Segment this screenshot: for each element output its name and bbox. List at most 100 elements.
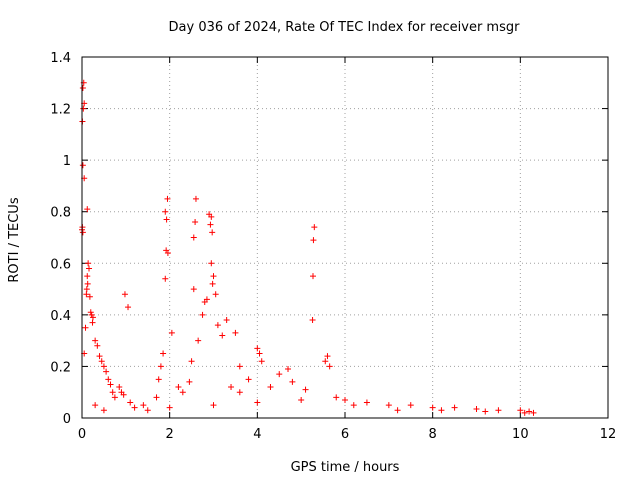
data-point <box>310 273 317 280</box>
y-tick-label: 0.4 <box>50 309 71 324</box>
data-point <box>192 219 199 226</box>
data-point <box>94 342 101 349</box>
data-point <box>219 332 226 339</box>
data-point <box>311 224 318 231</box>
data-point <box>530 409 537 416</box>
data-point <box>326 363 333 370</box>
data-point <box>144 407 151 414</box>
x-tick-label: 4 <box>253 427 261 442</box>
data-point <box>210 402 217 409</box>
data-point <box>195 337 202 344</box>
data-point <box>89 314 96 321</box>
data-point <box>120 391 127 398</box>
y-tick-label: 0.2 <box>50 360 71 375</box>
data-point <box>98 358 105 365</box>
data-point <box>322 358 329 365</box>
data-point <box>451 404 458 411</box>
data-point <box>79 229 86 236</box>
data-point <box>438 407 445 414</box>
data-point <box>140 402 147 409</box>
data-point <box>190 234 197 241</box>
data-point <box>482 408 489 415</box>
data-point <box>166 404 173 411</box>
data-point <box>517 407 524 414</box>
data-point <box>212 291 219 298</box>
data-point <box>526 408 533 415</box>
data-point <box>96 353 103 360</box>
data-point <box>86 293 93 300</box>
data-point <box>116 384 123 391</box>
y-tick-label: 1.2 <box>50 103 71 118</box>
data-points <box>79 79 537 416</box>
data-point <box>85 260 92 267</box>
y-tick-label: 1.4 <box>50 51 71 66</box>
data-point <box>363 399 370 406</box>
data-point <box>289 378 296 385</box>
x-tick-label: 12 <box>600 427 617 442</box>
plot-frame <box>81 56 609 419</box>
data-point <box>80 105 87 112</box>
data-point <box>324 353 331 360</box>
data-point <box>157 363 164 370</box>
x-axis-label: GPS time / hours <box>291 460 400 475</box>
data-point <box>342 396 348 403</box>
data-point <box>92 402 99 409</box>
data-point <box>232 329 239 336</box>
data-point <box>89 319 96 326</box>
y-tick-label: 0.6 <box>50 257 71 272</box>
data-point <box>107 381 114 388</box>
data-point <box>429 404 436 411</box>
data-point <box>209 229 216 236</box>
data-point <box>276 371 283 378</box>
data-point <box>192 195 199 202</box>
data-point <box>100 407 107 414</box>
data-point <box>207 221 214 228</box>
data-point <box>125 304 132 311</box>
data-point <box>298 396 305 403</box>
data-point <box>84 273 91 280</box>
data-point <box>86 265 93 272</box>
data-point <box>236 363 243 370</box>
data-point <box>256 350 263 357</box>
y-tick-label: 0 <box>63 412 71 427</box>
data-point <box>127 399 134 406</box>
data-point <box>208 260 215 267</box>
data-point <box>79 84 86 91</box>
data-point <box>83 286 90 293</box>
data-point <box>214 322 221 329</box>
data-point <box>209 280 216 287</box>
data-point <box>83 291 90 298</box>
data-point <box>186 378 193 385</box>
data-point <box>160 350 167 357</box>
data-point <box>121 291 128 298</box>
data-point <box>131 404 138 411</box>
data-point <box>473 405 480 412</box>
data-point <box>245 376 252 383</box>
data-point <box>163 216 170 223</box>
x-tick-label: 10 <box>512 427 529 442</box>
data-point <box>223 317 230 324</box>
data-point <box>302 386 309 393</box>
data-point <box>236 389 243 396</box>
data-point <box>495 407 502 414</box>
x-tick-label: 6 <box>341 427 349 442</box>
y-tick-label: 1 <box>63 154 71 169</box>
data-point <box>258 358 265 365</box>
data-point <box>179 389 186 396</box>
data-point <box>164 195 171 202</box>
data-point <box>350 402 357 409</box>
data-point <box>267 384 274 391</box>
data-point <box>333 394 340 401</box>
data-point <box>175 384 182 391</box>
x-tick-label: 2 <box>166 427 174 442</box>
data-point <box>210 273 217 280</box>
data-point <box>254 345 261 352</box>
data-point <box>385 402 392 409</box>
data-point <box>285 366 292 373</box>
data-point <box>105 376 112 383</box>
data-point <box>111 394 118 401</box>
data-point <box>162 208 169 215</box>
data-point <box>103 368 110 375</box>
data-point <box>79 162 86 169</box>
